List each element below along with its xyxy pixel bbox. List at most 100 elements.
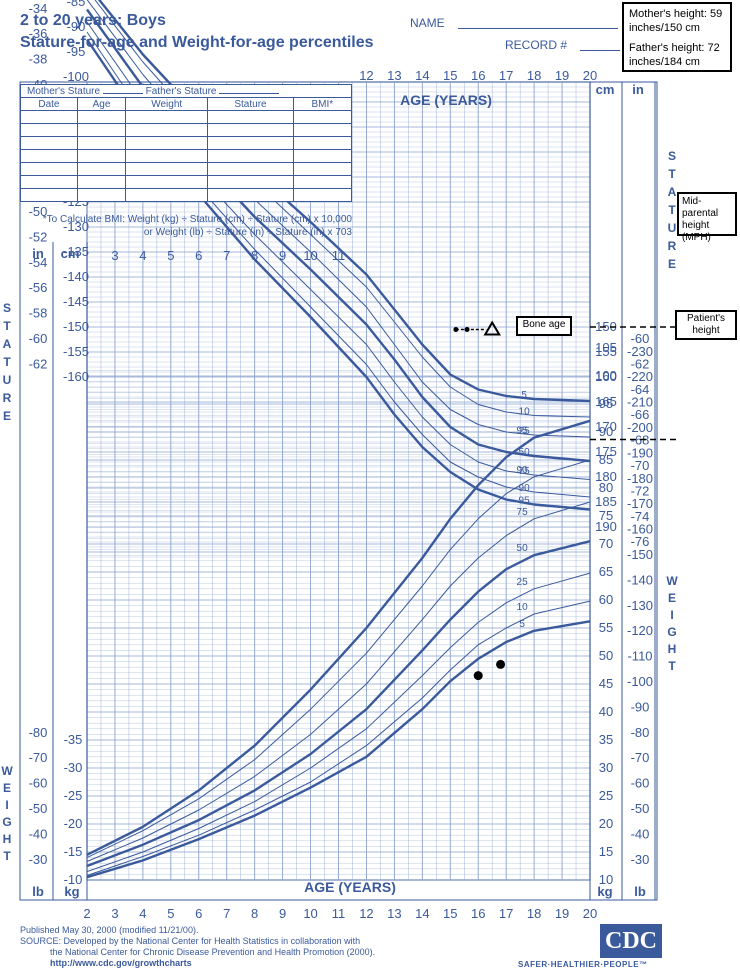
record-cell[interactable] <box>20 136 78 150</box>
age-tick-middle: 7 <box>223 248 230 263</box>
stature-cm-tick-right: 175 <box>595 444 617 459</box>
weight-kg-tick: -35 <box>64 732 83 747</box>
stature-cm-tick: -150 <box>63 319 89 334</box>
record-cell[interactable] <box>125 162 209 176</box>
record-row[interactable] <box>20 123 353 137</box>
age-tick-bottom: 2 <box>83 906 90 921</box>
record-cell[interactable] <box>76 123 127 137</box>
stature-in-tick-right: -74 <box>631 509 650 524</box>
record-cell[interactable] <box>76 110 127 124</box>
record-cell[interactable] <box>292 123 353 137</box>
record-row[interactable] <box>20 188 353 202</box>
stature-in-tick: -58 <box>29 306 48 321</box>
weight-curve-label: 90 <box>517 465 529 476</box>
weight-kg-tick-right: 90 <box>599 424 613 439</box>
record-cell[interactable] <box>207 162 294 176</box>
weight-curve-label: 5 <box>519 619 525 630</box>
stature-in-tick-right: -72 <box>631 483 650 498</box>
bone-age-callout: Bone age <box>516 316 572 336</box>
weight-curve-p25 <box>86 572 591 873</box>
record-cell[interactable] <box>207 188 294 202</box>
record-cell[interactable] <box>207 136 294 150</box>
stature-in-tick-right: -62 <box>631 356 650 371</box>
record-cell[interactable] <box>76 149 127 163</box>
name-label: NAME <box>410 16 445 30</box>
weight-lb-tick: -60 <box>29 776 48 791</box>
record-cell[interactable] <box>76 175 127 189</box>
record-cell[interactable] <box>292 175 353 189</box>
record-row[interactable] <box>20 136 353 150</box>
record-cell[interactable] <box>125 188 209 202</box>
record-cell[interactable] <box>207 110 294 124</box>
stature-in-tick-right: -64 <box>631 382 650 397</box>
record-cell[interactable] <box>207 175 294 189</box>
age-tick-top: 19 <box>555 68 569 83</box>
weight-curve-p95 <box>86 419 591 856</box>
record-table: Mother's Stature Father's Stature Date Ag… <box>20 84 353 202</box>
record-cell[interactable] <box>125 136 209 150</box>
bmi-note: *To Calculate BMI: Weight (kg) ÷ Stature… <box>20 213 352 239</box>
record-cell[interactable] <box>292 149 353 163</box>
stature-axis-letter-right: T <box>668 203 676 217</box>
name-field-line[interactable] <box>458 28 618 29</box>
age-tick-bottom: 16 <box>471 906 485 921</box>
stature-curve-label: 75 <box>519 466 531 477</box>
record-cell[interactable] <box>20 110 78 124</box>
record-cell[interactable] <box>20 149 78 163</box>
record-cell[interactable] <box>125 110 209 124</box>
weight-kg-tick: -15 <box>64 844 83 859</box>
record-row[interactable] <box>20 175 353 189</box>
record-cell[interactable] <box>76 162 127 176</box>
record-cell[interactable] <box>76 136 127 150</box>
record-cell[interactable] <box>125 123 209 137</box>
record-field-line[interactable] <box>580 50 620 51</box>
stature-in-tick-right: -60 <box>631 331 650 346</box>
footer-url[interactable]: http://www.cdc.gov/growthcharts <box>50 958 192 968</box>
stature-axis-letter-left: R <box>3 391 12 405</box>
record-cell[interactable] <box>125 175 209 189</box>
weight-curve-label: 25 <box>517 577 529 588</box>
weight-curve-p50 <box>86 540 591 868</box>
age-tick-bottom: 6 <box>195 906 202 921</box>
record-row[interactable] <box>20 162 353 176</box>
record-row[interactable] <box>20 110 353 124</box>
footer: Published May 30, 2000 (modified 11/21/0… <box>20 925 375 969</box>
stature-axis-letter-right: E <box>668 257 676 271</box>
record-cell[interactable] <box>20 188 78 202</box>
record-cell[interactable] <box>292 162 353 176</box>
record-cell[interactable] <box>207 149 294 163</box>
weight-axis-letter-right: I <box>670 608 673 622</box>
record-cell[interactable] <box>20 175 78 189</box>
weight-axis-letter-right: G <box>667 625 676 639</box>
record-cell[interactable] <box>125 149 209 163</box>
weight-curve-label: 75 <box>517 507 529 518</box>
weight-kg-tick-right: 10 <box>599 872 613 887</box>
record-col-header: Age <box>76 97 127 111</box>
record-col-header: Date <box>20 97 78 111</box>
record-cell[interactable] <box>292 188 353 202</box>
unit-label-cm-right: cm <box>596 82 615 97</box>
stature-in-tick: -62 <box>29 356 48 371</box>
record-cell[interactable] <box>207 123 294 137</box>
record-cell[interactable] <box>292 110 353 124</box>
weight-kg-tick: -10 <box>64 872 83 887</box>
record-cell[interactable] <box>20 123 78 137</box>
record-row[interactable] <box>20 149 353 163</box>
x-axis-title-top: AGE (YEARS) <box>400 92 492 108</box>
stature-axis-letter-right: T <box>668 167 676 181</box>
weight-kg-tick-right: 65 <box>599 564 613 579</box>
x-axis-title-bottom: AGE (YEARS) <box>304 879 396 895</box>
mph-callout: Mid-parental height (MPH) <box>677 192 737 243</box>
weight-lb-tick-right: -50 <box>631 801 650 816</box>
age-tick-top: 20 <box>583 68 597 83</box>
weight-kg-tick-right: 20 <box>599 816 613 831</box>
weight-kg-tick-right: 80 <box>599 480 613 495</box>
record-cell[interactable] <box>20 162 78 176</box>
unit-label-cm: cm <box>61 246 80 261</box>
record-cell[interactable] <box>292 136 353 150</box>
weight-lb-tick-right: -140 <box>627 572 653 587</box>
weight-kg-tick-right: 45 <box>599 676 613 691</box>
record-cell[interactable] <box>76 188 127 202</box>
age-tick-top: 18 <box>527 68 541 83</box>
stature-curve-label: 25 <box>519 426 531 437</box>
